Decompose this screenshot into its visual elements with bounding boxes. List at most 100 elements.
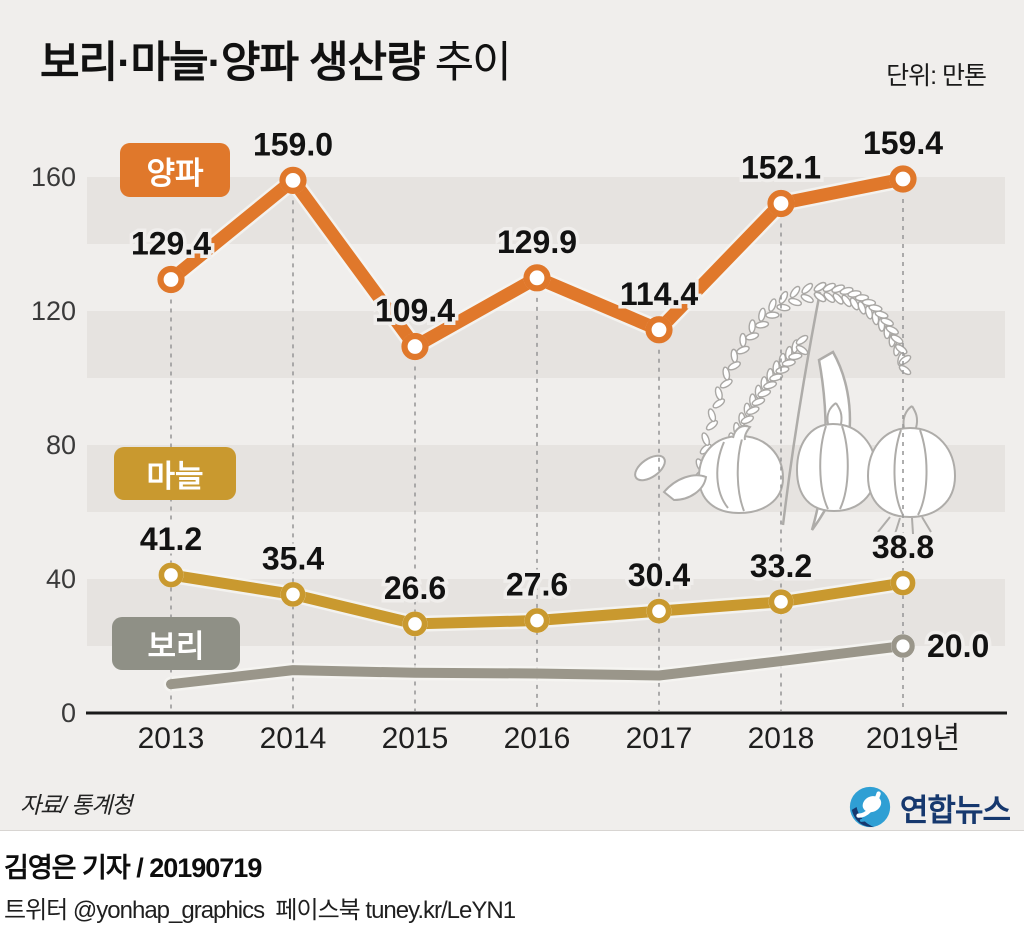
garlic-clove xyxy=(662,474,708,502)
garlic-marker xyxy=(890,570,916,596)
onion-marker xyxy=(157,265,185,294)
x-tick-label: 2018 xyxy=(748,722,815,755)
onion-sprout xyxy=(902,405,919,429)
garlic-marker xyxy=(524,608,550,633)
grain xyxy=(841,294,852,308)
grain xyxy=(800,293,814,304)
grain xyxy=(745,406,760,416)
onion-bulb xyxy=(866,426,957,519)
grain xyxy=(736,345,750,355)
infographic-panel: 보리·마늘·양파 생산량 추이 단위: 만톤 xyxy=(0,0,1024,831)
grain xyxy=(795,334,809,346)
onion-ridge xyxy=(893,429,904,516)
grain xyxy=(868,304,883,313)
grain xyxy=(712,398,726,409)
onion-marker xyxy=(767,189,795,218)
social-links: 트위터 @yonhap_graphics 페이스북 tuney.kr/LeYN1 xyxy=(4,897,516,924)
grain xyxy=(740,415,755,425)
grain xyxy=(849,297,860,311)
unit-label: 단위: 만톤 xyxy=(886,62,987,90)
grain xyxy=(701,432,711,446)
garlic-marker xyxy=(280,582,306,607)
grain xyxy=(880,317,894,327)
onion-sprout xyxy=(826,402,843,425)
onion-marker xyxy=(401,332,429,361)
onion-marker xyxy=(889,165,917,193)
grain xyxy=(789,285,801,299)
x-tick-label: 2017 xyxy=(626,722,693,755)
x-tick-label: 2014 xyxy=(260,722,327,755)
source-label: 자료/ 통계청 xyxy=(20,792,133,818)
crops-illustration xyxy=(634,281,957,535)
grain xyxy=(885,325,899,335)
garlic-ridge xyxy=(736,438,745,512)
y-tick-label: 80 xyxy=(46,430,76,460)
garlic-value-label: 26.6 xyxy=(384,570,446,606)
garlic-ridge xyxy=(716,441,729,509)
title-main: 보리·마늘·양파 생산량 xyxy=(40,39,426,87)
grain xyxy=(813,281,827,293)
grain xyxy=(778,290,789,305)
garlic-value-label: 30.4 xyxy=(628,557,690,593)
barley-stem xyxy=(781,291,822,526)
x-tick-label: 2013 xyxy=(138,722,205,755)
onion-value-label: 129.4 xyxy=(131,226,211,262)
garlic-value-label: 27.6 xyxy=(506,567,568,603)
grain xyxy=(765,311,780,319)
grain xyxy=(757,389,772,398)
yonhap-logo: 연합뉴스 xyxy=(847,784,1011,830)
grain xyxy=(722,366,731,381)
onion-value-label: 152.1 xyxy=(741,149,821,185)
onion-marker xyxy=(279,166,307,194)
byline: 김영은 기자 / 20190719 xyxy=(4,853,262,883)
x-tick-label: 2016 xyxy=(504,722,571,755)
garlic-marker xyxy=(158,562,184,588)
garlic-marker xyxy=(646,598,672,624)
data-series xyxy=(157,165,917,692)
onion-ridge xyxy=(819,425,829,510)
grain xyxy=(727,361,741,371)
onion-bulb xyxy=(795,422,878,513)
grain xyxy=(739,332,747,348)
line-chart: 160 120 80 40 0 2013 2014 2015 2016 2017 2018 2019년… xyxy=(30,125,1007,755)
grain xyxy=(890,334,904,345)
grain xyxy=(823,291,836,304)
barley-value-label: 20.0 xyxy=(927,628,989,664)
stripe-band xyxy=(87,311,1005,378)
grain xyxy=(831,284,845,294)
x-tick-label: 2015 xyxy=(382,722,449,755)
legend-badge-garlic: 마늘 xyxy=(114,447,236,500)
yonhap-logo-icon xyxy=(849,786,891,828)
grain xyxy=(707,408,717,423)
onion-roots xyxy=(877,516,932,535)
grain xyxy=(705,419,719,431)
legend-badge-onion: 양파 xyxy=(120,143,230,197)
grain xyxy=(874,310,889,319)
grain xyxy=(714,386,723,401)
y-tick-label: 40 xyxy=(46,564,76,594)
onion-value-label: 114.4 xyxy=(620,276,699,312)
grain xyxy=(763,381,778,390)
grain xyxy=(758,307,766,322)
grain xyxy=(822,282,836,293)
grain xyxy=(857,300,867,315)
onion-value-label: 109.4 xyxy=(375,293,455,329)
grain xyxy=(801,282,814,295)
page-title: 보리·마늘·양파 생산량 추이 xyxy=(40,28,512,90)
garlic-clove xyxy=(634,454,666,482)
grain xyxy=(768,298,777,313)
grain xyxy=(795,344,809,356)
garlic-value-label: 35.4 xyxy=(262,540,324,576)
axes: 160 120 80 40 0 2013 2014 2015 2016 2017 2018 2019년 xyxy=(31,162,1007,755)
grain xyxy=(751,397,766,407)
grain xyxy=(719,378,733,389)
grain xyxy=(832,292,844,305)
grain xyxy=(730,348,739,363)
grain xyxy=(813,291,827,303)
onion-value-label: 159.0 xyxy=(253,126,333,162)
grain xyxy=(788,297,803,307)
y-tick-label: 120 xyxy=(31,296,76,326)
garlic-marker xyxy=(402,611,428,637)
onion-ridge xyxy=(839,425,849,510)
garlic-value-label: 41.2 xyxy=(140,521,202,557)
